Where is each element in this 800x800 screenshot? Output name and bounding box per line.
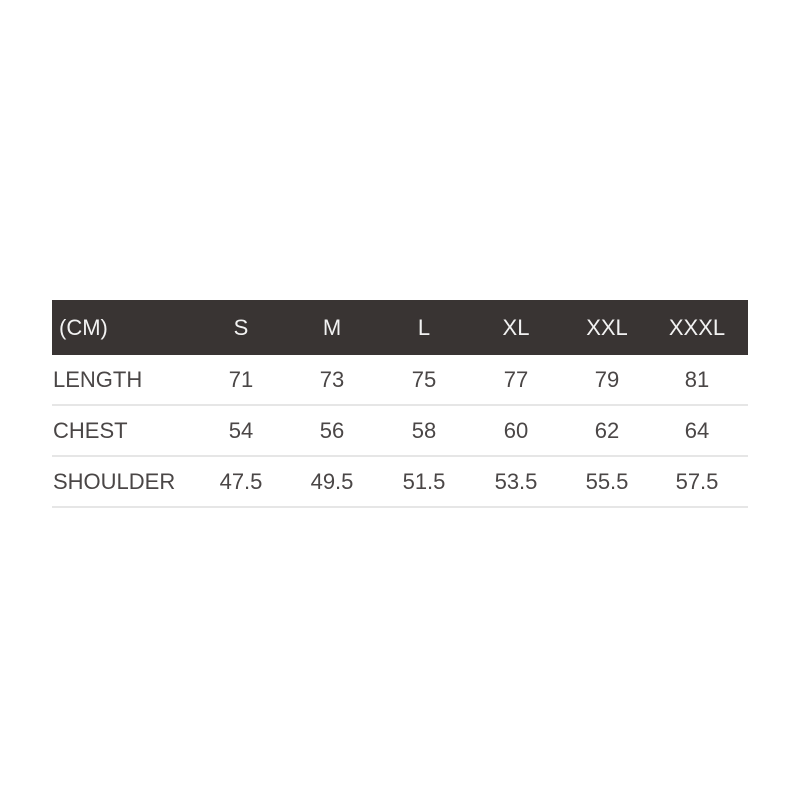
size-header-xl: XL — [502, 314, 530, 340]
row-label: CHEST — [53, 417, 128, 443]
table-cell: 77 — [503, 366, 529, 392]
table-cell: 73 — [319, 366, 345, 392]
size-header-xxl: XXL — [586, 314, 628, 340]
size-header-s: S — [233, 314, 249, 340]
table-cell: 49.5 — [310, 468, 354, 494]
row-label: SHOULDER — [53, 468, 176, 494]
table-cell: 79 — [594, 366, 620, 392]
table-cell: 56 — [319, 417, 345, 443]
table-cell: 62 — [594, 417, 620, 443]
unit-label: (CM) — [59, 314, 108, 340]
size-chart-table: (CM) S M L XL XXL XXXL LENGTH 71 73 75 7… — [52, 300, 748, 508]
table-cell: 57.5 — [675, 468, 719, 494]
size-header-m: M — [322, 314, 342, 340]
table-row-length: LENGTH 71 73 75 77 79 81 — [52, 355, 748, 406]
table-cell: 81 — [684, 366, 710, 392]
table-cell: 51.5 — [402, 468, 446, 494]
table-cell: 75 — [411, 366, 437, 392]
table-cell: 47.5 — [219, 468, 263, 494]
table-cell: 60 — [503, 417, 529, 443]
table-row-chest: CHEST 54 56 58 60 62 64 — [52, 406, 748, 457]
table-cell: 58 — [411, 417, 437, 443]
table-row-shoulder: SHOULDER 47.5 49.5 51.5 53.5 55.5 57.5 — [52, 457, 748, 508]
table-cell: 53.5 — [494, 468, 538, 494]
table-cell: 54 — [228, 417, 254, 443]
table-cell: 71 — [228, 366, 254, 392]
table-cell: 64 — [684, 417, 710, 443]
size-header-l: L — [417, 314, 431, 340]
table-cell: 55.5 — [585, 468, 629, 494]
table-header-row: (CM) S M L XL XXL XXXL — [52, 300, 748, 355]
size-header-xxxl: XXXL — [668, 314, 726, 340]
row-label: LENGTH — [53, 366, 143, 392]
